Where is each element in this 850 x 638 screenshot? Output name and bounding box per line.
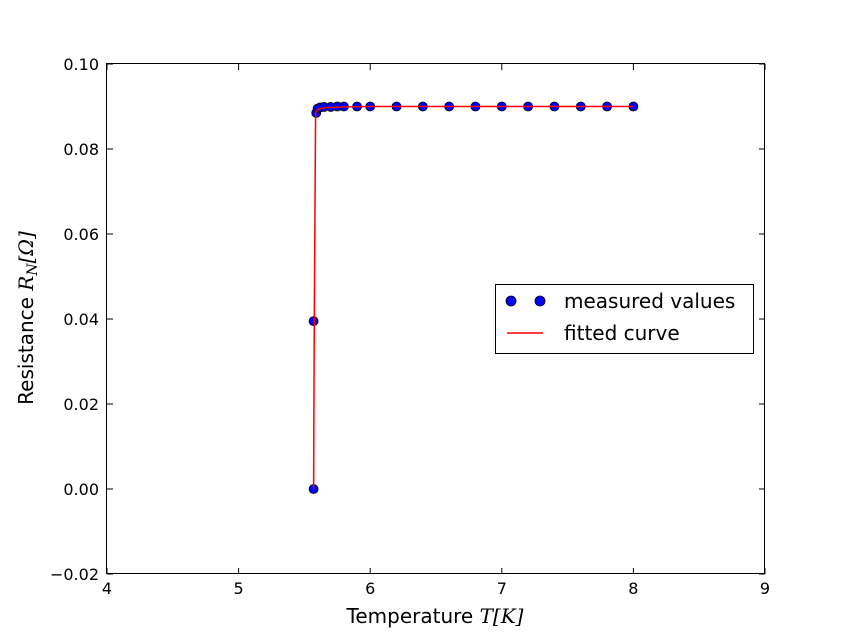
y-tick-label: 0.06 — [63, 225, 99, 244]
plot-series — [308, 101, 639, 494]
y-tick-label: 0.08 — [63, 140, 99, 159]
x-tick-label: 9 — [760, 579, 770, 598]
x-tick-label: 8 — [628, 579, 638, 598]
y-tick-label: 0.02 — [63, 395, 99, 414]
axis-ticks: 4 5 6 7 8 9 −0.02 0.00 0.02 0.04 0.06 0.08 0.10 — [50, 55, 770, 598]
y-tick-label: 0.04 — [63, 310, 99, 329]
y-tick-label: −0.02 — [50, 565, 99, 584]
y-axis-label: Resistance RN[Ω] — [14, 231, 41, 405]
fitted-curve-line — [312, 105, 634, 490]
legend-label-measured-values: measured values — [564, 289, 735, 313]
x-tick-label: 6 — [365, 579, 375, 598]
legend-marker-measured-values-1 — [505, 295, 517, 307]
y-tick-label: 0.00 — [63, 480, 99, 499]
legend-label-fitted-curve: fitted curve — [564, 321, 680, 345]
y-tick-label: 0.10 — [63, 55, 99, 74]
legend-marker-measured-values-2 — [534, 295, 546, 307]
x-tick-label: 5 — [234, 579, 244, 598]
legend: measured values fitted curve — [495, 284, 754, 354]
x-tick-label: 7 — [497, 579, 507, 598]
x-tick-label: 4 — [102, 579, 112, 598]
x-axis-label: Temperature T[K] — [346, 604, 524, 628]
